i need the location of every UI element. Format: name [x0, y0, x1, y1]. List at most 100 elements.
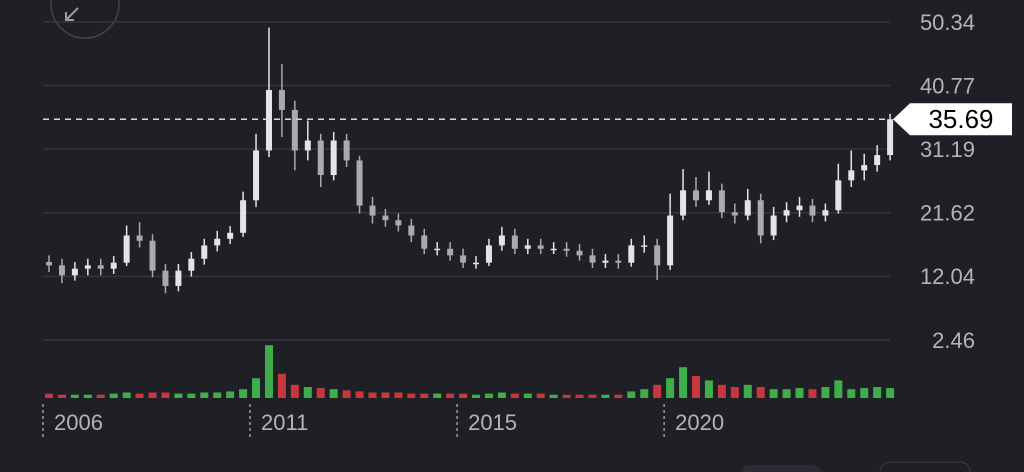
- volume-bar: [575, 394, 584, 398]
- candle-body: [265, 90, 272, 151]
- volume-bar: [743, 384, 752, 398]
- volume-bar: [200, 392, 209, 398]
- volume-bar: [562, 394, 571, 398]
- candle-body: [278, 90, 285, 110]
- volume-bar: [549, 394, 558, 398]
- volume-bar: [873, 387, 882, 398]
- candle-body: [408, 225, 415, 236]
- volume-bar: [679, 367, 688, 398]
- volume-bar: [407, 393, 416, 398]
- volume-bar: [808, 389, 817, 398]
- volume-bar: [782, 389, 791, 398]
- volume-bar: [484, 393, 493, 398]
- volume-bar: [368, 392, 377, 398]
- candle-body: [291, 109, 298, 151]
- candle-body: [369, 205, 376, 216]
- x-tick-label: 2020: [675, 410, 724, 435]
- candle-body: [162, 270, 169, 286]
- candle-body: [654, 245, 661, 266]
- candle-body: [498, 235, 505, 246]
- volume-bar: [187, 393, 196, 398]
- volume-bar: [109, 393, 118, 398]
- volume-bar: [666, 378, 675, 398]
- candle-body: [395, 220, 402, 226]
- candle-body: [511, 235, 518, 249]
- volume-bar: [795, 388, 804, 398]
- volume-bar: [394, 392, 403, 398]
- candle-body: [563, 248, 570, 251]
- candle-body: [175, 270, 182, 286]
- candle-body: [718, 190, 725, 213]
- candle-body: [874, 155, 881, 166]
- candle-body: [796, 205, 803, 211]
- candle-body: [46, 262, 52, 266]
- volume-bar: [239, 389, 248, 398]
- volume-bar: [834, 380, 843, 398]
- candle-body: [382, 215, 389, 221]
- expand-button-ring[interactable]: [50, 0, 120, 39]
- volume-bar: [264, 345, 273, 398]
- candle-body: [97, 265, 104, 269]
- volume-bar: [303, 387, 312, 398]
- volume-bar: [627, 391, 636, 398]
- y-tick-label: 31.19: [920, 137, 975, 162]
- volume-bar: [692, 376, 700, 398]
- volume-bar: [510, 393, 519, 398]
- volume-bar: [355, 391, 364, 398]
- y-tick-label: 2.46: [932, 328, 975, 353]
- volume-bar: [704, 380, 713, 398]
- candle-body: [744, 200, 751, 216]
- candle-body: [330, 140, 337, 176]
- candle-body: [887, 119, 894, 156]
- volume-bar: [148, 392, 157, 398]
- volume-bar: [640, 389, 649, 398]
- candle-body: [460, 255, 467, 263]
- volume-bar: [472, 394, 481, 398]
- candle-body: [550, 248, 557, 251]
- volume-bar: [96, 394, 105, 398]
- candle-body: [731, 212, 738, 216]
- volume-bar: [329, 389, 338, 398]
- volume-bar: [290, 384, 299, 398]
- candle-body: [227, 232, 234, 239]
- volume-bar: [57, 394, 66, 398]
- y-tick-label: 50.34: [920, 10, 975, 35]
- expand-icon: [65, 7, 79, 21]
- expand-button[interactable]: [50, 0, 120, 39]
- candle-body: [770, 215, 777, 236]
- volume-bar: [420, 393, 429, 398]
- candle-body: [253, 150, 260, 201]
- last-price-tag: [893, 103, 1012, 136]
- candle-body: [110, 262, 117, 269]
- candle-body: [861, 165, 868, 171]
- candle-body: [602, 260, 609, 263]
- candle-body: [304, 140, 311, 151]
- volume-bar: [226, 391, 235, 398]
- candle-body: [240, 200, 247, 233]
- candle-body: [188, 258, 195, 271]
- volume-bar: [252, 378, 261, 398]
- volume-bar: [45, 393, 53, 398]
- candle-body: [822, 210, 829, 216]
- bottom-control[interactable]: [740, 465, 822, 472]
- candle-body: [356, 160, 363, 206]
- volume-bar: [653, 384, 662, 398]
- bottom-control[interactable]: [879, 461, 971, 472]
- volume-bar: [497, 392, 506, 398]
- candle-body: [136, 235, 143, 241]
- volume-bar: [70, 394, 79, 398]
- x-tick-label: 2011: [261, 410, 308, 435]
- candle-body: [693, 190, 699, 201]
- volume-bar: [381, 392, 390, 398]
- volume-bar: [135, 393, 144, 398]
- y-tick-label: 12.04: [920, 264, 975, 289]
- candle-body: [783, 210, 790, 216]
- candle-body: [615, 260, 622, 263]
- candle-body: [589, 255, 596, 263]
- volume-bar: [459, 393, 468, 398]
- candle-body: [473, 262, 480, 265]
- candle-body: [641, 245, 648, 247]
- volume-bar: [83, 394, 92, 398]
- volume-bar: [536, 393, 545, 398]
